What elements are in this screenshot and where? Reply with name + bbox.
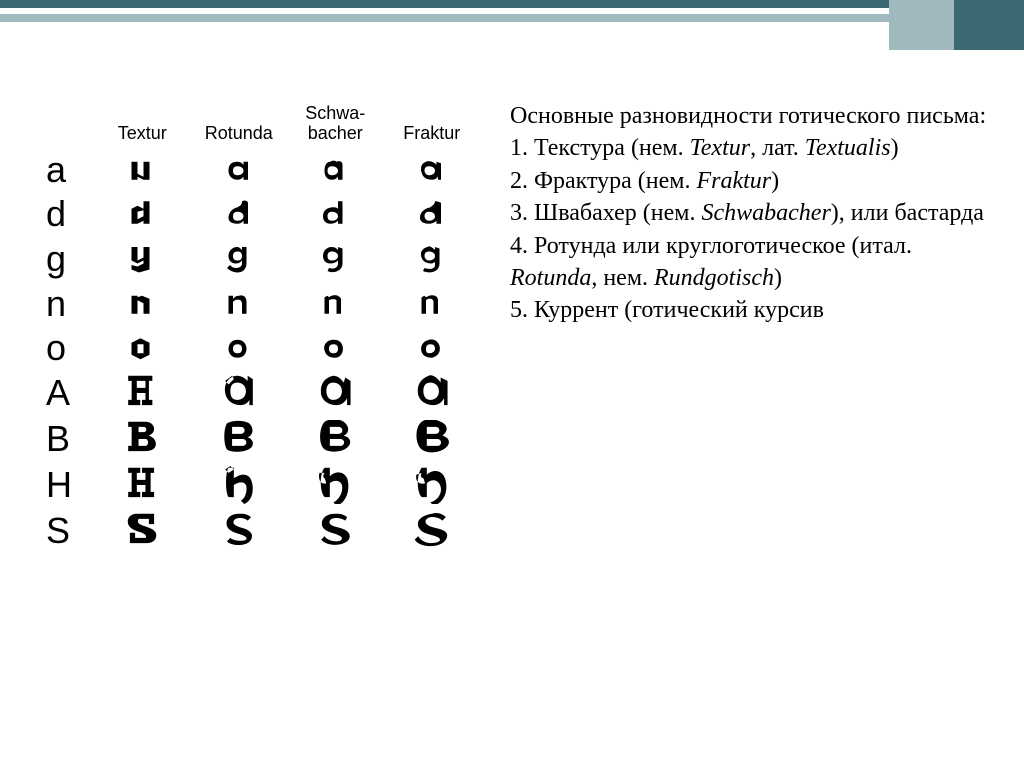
glyph-cell xyxy=(287,508,384,554)
list-item: 4. Ротунда или круглоготическое (итал. R… xyxy=(510,230,1004,295)
row-label: A xyxy=(40,370,94,416)
row-label: B xyxy=(40,416,94,462)
description-text: Основные разновидности готического письм… xyxy=(480,100,1004,327)
glyph-cell xyxy=(287,416,384,462)
glyph-cell xyxy=(287,282,384,326)
glyph-cell xyxy=(384,508,481,554)
row-label: a xyxy=(40,148,94,192)
list-item: 5. Куррент (готический курсив xyxy=(510,294,1004,326)
glyph-cell xyxy=(94,416,191,462)
bar-dark xyxy=(954,0,1024,50)
table-row: d xyxy=(40,192,480,236)
glyph-cell xyxy=(191,148,288,192)
list-item: 3. Швабахер (нем. Schwabacher), или баст… xyxy=(510,197,1004,229)
glyph-cell xyxy=(94,282,191,326)
col-schwabacher: Schwa-bacher xyxy=(287,100,384,148)
content-area: Textur Rotunda Schwa-bacher Fraktur adgn… xyxy=(40,100,1004,747)
table-row: g xyxy=(40,236,480,282)
list: 1. Текстура (нем. Textur, лат. Textualis… xyxy=(510,132,1004,326)
row-label: o xyxy=(40,326,94,370)
glyph-cell xyxy=(191,236,288,282)
glyph-cell xyxy=(191,192,288,236)
glyph-cell xyxy=(287,326,384,370)
glyph-cell xyxy=(384,192,481,236)
glyph-cell xyxy=(94,370,191,416)
slide: Textur Rotunda Schwa-bacher Fraktur adgn… xyxy=(0,0,1024,767)
glyph-cell xyxy=(384,148,481,192)
col-rotunda: Rotunda xyxy=(191,100,288,148)
table-row: H xyxy=(40,462,480,508)
table-row: a xyxy=(40,148,480,192)
list-item: 1. Текстура (нем. Textur, лат. Textualis… xyxy=(510,132,1004,164)
stripe-dark xyxy=(0,0,1024,8)
glyph-table: Textur Rotunda Schwa-bacher Fraktur adgn… xyxy=(40,100,480,554)
glyph-cell xyxy=(287,462,384,508)
glyph-cell xyxy=(384,282,481,326)
glyph-cell xyxy=(384,416,481,462)
table-row: B xyxy=(40,416,480,462)
decorative-right-bar xyxy=(884,0,1024,50)
decorative-top-stripes xyxy=(0,0,1024,22)
glyph-cell xyxy=(94,192,191,236)
glyph-cell xyxy=(384,370,481,416)
stripe-light xyxy=(0,14,1024,22)
col-fraktur: Fraktur xyxy=(384,100,481,148)
table-row: o xyxy=(40,326,480,370)
col-textur: Textur xyxy=(94,100,191,148)
glyph-cell xyxy=(287,192,384,236)
row-label: d xyxy=(40,192,94,236)
glyph-cell xyxy=(94,236,191,282)
table-row: n xyxy=(40,282,480,326)
glyph-cell xyxy=(287,148,384,192)
glyph-cell xyxy=(94,508,191,554)
table-row: A xyxy=(40,370,480,416)
glyph-cell xyxy=(287,236,384,282)
glyph-cell xyxy=(191,370,288,416)
glyph-cell xyxy=(191,326,288,370)
table-row: S xyxy=(40,508,480,554)
heading: Основные разновидности готического письм… xyxy=(510,100,1004,132)
glyph-table-wrap: Textur Rotunda Schwa-bacher Fraktur adgn… xyxy=(40,100,480,554)
glyph-cell xyxy=(191,282,288,326)
glyph-cell xyxy=(191,508,288,554)
row-label: n xyxy=(40,282,94,326)
glyph-cell xyxy=(287,370,384,416)
bar-light xyxy=(889,0,959,50)
col-blank xyxy=(40,100,94,148)
list-item: 2. Фрактура (нем. Fraktur) xyxy=(510,165,1004,197)
glyph-cell xyxy=(94,462,191,508)
table-header-row: Textur Rotunda Schwa-bacher Fraktur xyxy=(40,100,480,148)
row-label: S xyxy=(40,508,94,554)
glyph-cell xyxy=(94,326,191,370)
glyph-cell xyxy=(191,462,288,508)
glyph-cell xyxy=(384,462,481,508)
row-label: H xyxy=(40,462,94,508)
glyph-cell xyxy=(94,148,191,192)
glyph-cell xyxy=(384,236,481,282)
glyph-cell xyxy=(384,326,481,370)
row-label: g xyxy=(40,236,94,282)
glyph-table-body: adgnoABHS xyxy=(40,148,480,554)
glyph-cell xyxy=(191,416,288,462)
